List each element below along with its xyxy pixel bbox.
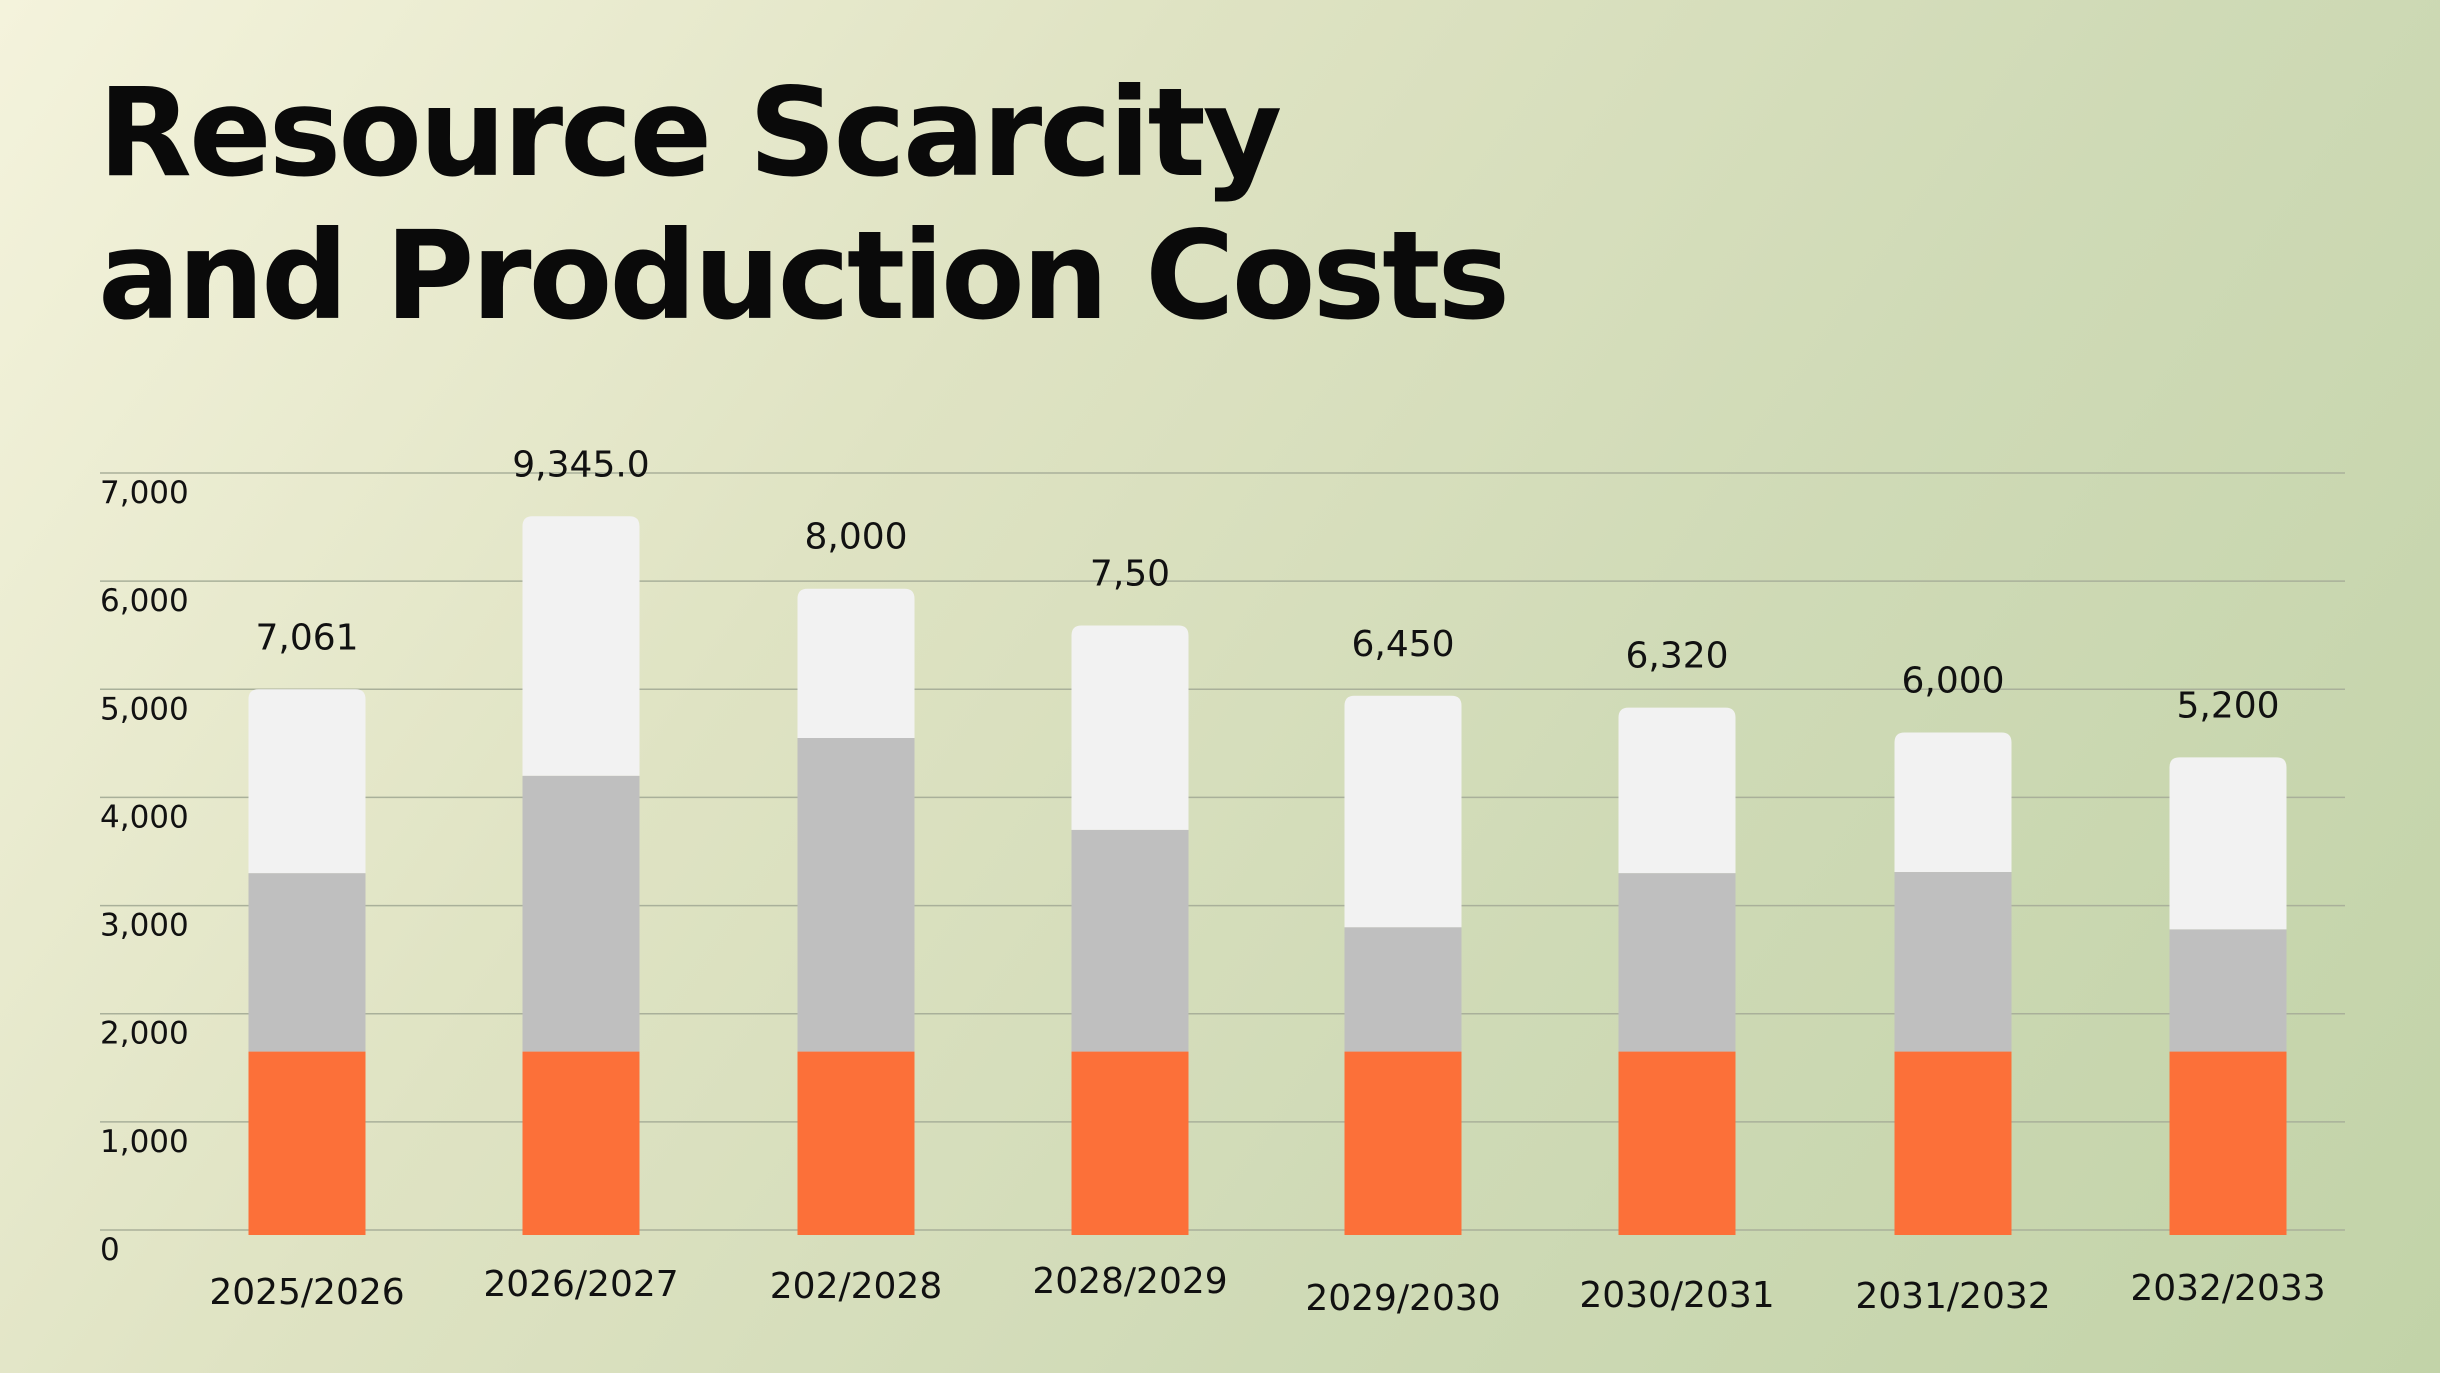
page-title: Resource Scarcity and Production Costs: [98, 62, 1510, 348]
bar-segment-top: [1618, 707, 1736, 874]
bar-segment-top: [1071, 625, 1189, 830]
data-label: 9,345.0: [512, 444, 649, 485]
bar-segment-base: [248, 1051, 366, 1235]
bar-segment-middle: [248, 873, 366, 1052]
bar-segment-base: [1618, 1051, 1736, 1235]
data-label: 7,061: [255, 617, 358, 658]
y-axis-ticks: 0 1,000 2,000 3,000 4,000 5,000 6,000 7,000: [100, 475, 189, 1268]
bar-segment-middle: [797, 737, 915, 1052]
title-line-2: and Production Costs: [98, 205, 1510, 347]
bar-segment-top: [1894, 732, 2012, 873]
bar-segment-base: [2169, 1051, 2287, 1235]
y-tick-label: 3,000: [100, 908, 189, 944]
bar-segment-top: [797, 588, 915, 738]
bar-segment-middle: [522, 775, 640, 1052]
data-label: 7,50: [1090, 553, 1170, 594]
x-category-label: 2031/2032: [1855, 1276, 2050, 1317]
x-category-label: 2026/2027: [483, 1264, 678, 1305]
bars: [248, 516, 2287, 1235]
bar-segment-base: [1894, 1051, 2012, 1235]
bar-segment-base: [1071, 1051, 1189, 1235]
x-category-label: 2032/2033: [2130, 1268, 2325, 1309]
bar-segment-base: [522, 1051, 640, 1235]
x-category-label: 2030/2031: [1579, 1275, 1774, 1316]
bar-segment-top: [1344, 695, 1462, 928]
y-tick-label: 2,000: [100, 1016, 189, 1052]
data-label: 6,000: [1901, 661, 2004, 702]
bar-segment-base: [797, 1051, 915, 1235]
y-tick-label: 4,000: [100, 799, 189, 835]
bar-segment-base: [1344, 1051, 1462, 1235]
data-label: 6,320: [1625, 636, 1728, 677]
data-labels: 7,061 9,345.0 8,000 7,50 6,450 6,320 6,000 5,20…: [255, 444, 2279, 726]
x-category-label: 2028/2029: [1032, 1261, 1227, 1302]
bar-segment-middle: [1618, 873, 1736, 1052]
bar-segment-middle: [1344, 927, 1462, 1052]
x-category-label: 2025/2026: [209, 1272, 404, 1313]
bar-segment-middle: [2169, 929, 2287, 1052]
x-axis-categories: 2025/2026 2026/2027 202/2028 2028/2029 2029/…: [209, 1261, 2325, 1319]
bar-segment-top: [248, 689, 366, 874]
data-label: 6,450: [1351, 624, 1454, 665]
bar-segment-top: [2169, 757, 2287, 930]
x-category-label: 2029/2030: [1305, 1278, 1500, 1319]
x-category-label: 202/2028: [770, 1266, 942, 1307]
bar-segment-middle: [1894, 872, 2012, 1052]
y-tick-label: 6,000: [100, 583, 189, 619]
y-tick-label: 0: [100, 1232, 120, 1268]
data-label: 5,200: [2176, 685, 2279, 726]
y-tick-label: 1,000: [100, 1124, 189, 1160]
bar-segment-top: [522, 516, 640, 776]
bar-segment-middle: [1071, 829, 1189, 1052]
data-label: 8,000: [804, 517, 907, 558]
y-tick-label: 7,000: [100, 475, 189, 511]
y-tick-label: 5,000: [100, 691, 189, 727]
title-line-1: Resource Scarcity: [98, 62, 1282, 204]
